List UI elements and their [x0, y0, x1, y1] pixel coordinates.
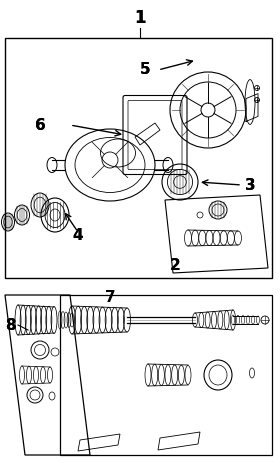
Text: 2: 2	[170, 257, 180, 273]
Text: 2: 2	[170, 257, 180, 273]
Text: 3: 3	[245, 177, 255, 193]
Text: 4: 4	[73, 227, 83, 243]
Text: 5: 5	[140, 63, 150, 77]
Text: 6: 6	[35, 118, 45, 132]
Text: 1: 1	[134, 9, 146, 27]
Text: 5: 5	[140, 63, 150, 77]
Text: 7: 7	[105, 290, 115, 306]
Text: 6: 6	[35, 118, 45, 132]
Text: 3: 3	[245, 177, 255, 193]
Bar	[5, 38, 272, 278]
Text: 8: 8	[5, 318, 15, 332]
Text: 8: 8	[5, 318, 15, 332]
Text: 1: 1	[134, 9, 146, 27]
Text: 4: 4	[73, 227, 83, 243]
